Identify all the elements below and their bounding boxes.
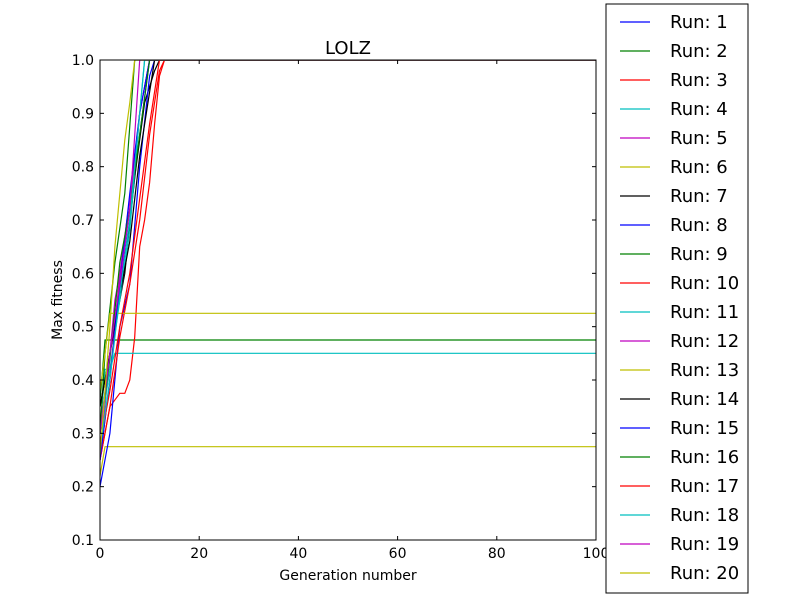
y-tick-label: 0.3 bbox=[72, 426, 94, 442]
legend-label-1: Run: 1 bbox=[670, 12, 728, 33]
legend-label-8: Run: 8 bbox=[670, 215, 728, 236]
x-tick-label: 0 bbox=[96, 546, 105, 562]
y-tick-label: 0.2 bbox=[72, 480, 94, 496]
series-line-5 bbox=[100, 60, 596, 461]
legend-label-14: Run: 14 bbox=[670, 389, 739, 410]
series-line-12 bbox=[100, 60, 596, 461]
legend-label-10: Run: 10 bbox=[670, 273, 739, 294]
legend-label-6: Run: 6 bbox=[670, 157, 728, 178]
series-line-19 bbox=[100, 60, 596, 434]
plot-frame bbox=[99, 59, 597, 541]
x-axis-label: Generation number bbox=[279, 568, 416, 584]
x-tick-label: 40 bbox=[289, 546, 307, 562]
legend-label-11: Run: 11 bbox=[670, 302, 739, 323]
y-tick-label: 0.7 bbox=[72, 213, 94, 229]
legend-label-15: Run: 15 bbox=[670, 418, 739, 439]
legend-label-2: Run: 2 bbox=[670, 41, 728, 62]
series-line-3 bbox=[100, 60, 596, 461]
series-line-15 bbox=[100, 60, 596, 461]
series-line-6 bbox=[100, 446, 596, 477]
y-tick-label: 0.5 bbox=[72, 320, 94, 336]
series-line-10 bbox=[100, 60, 596, 461]
x-tick-label: 100 bbox=[583, 546, 610, 562]
legend-label-7: Run: 7 bbox=[670, 186, 728, 207]
legend-label-13: Run: 13 bbox=[670, 360, 739, 381]
y-tick-label: 0.6 bbox=[72, 266, 94, 282]
axis-ticks: 0 20 40 60 80 100 0.1 0.2 0.3 0.4 0.5 0.6 0.7 0.8 0.9 1… bbox=[72, 53, 610, 562]
series-line-4 bbox=[100, 352, 596, 434]
legend-label-4: Run: 4 bbox=[670, 99, 728, 120]
series-line-20 bbox=[100, 60, 596, 455]
chart-title: LOLZ bbox=[325, 38, 371, 59]
legend-label-17: Run: 17 bbox=[670, 476, 739, 497]
series-line-18 bbox=[100, 60, 596, 450]
series-line-9 bbox=[100, 60, 596, 434]
y-axis-label: Max fitness bbox=[50, 260, 66, 340]
series-line-16 bbox=[100, 60, 596, 434]
series-line-7 bbox=[100, 60, 596, 407]
legend-label-16: Run: 16 bbox=[670, 447, 739, 468]
y-tick-label: 1.0 bbox=[72, 53, 94, 69]
x-tick-label: 80 bbox=[488, 546, 506, 562]
x-tick-label: 60 bbox=[389, 546, 407, 562]
series-line-1 bbox=[100, 60, 596, 434]
y-tick-label: 0.9 bbox=[72, 106, 94, 122]
series-line-13 bbox=[100, 312, 596, 391]
legend-box bbox=[605, 3, 749, 594]
legend: Run: 1 Run: 2 Run: 3 Run: 4 Run: 5 Run: 6 Run:… bbox=[605, 3, 749, 594]
series-line-8 bbox=[100, 60, 596, 487]
legend-label-9: Run: 9 bbox=[670, 244, 728, 265]
legend-label-18: Run: 18 bbox=[670, 505, 739, 526]
series-line-14 bbox=[100, 60, 596, 407]
y-tick-label: 0.4 bbox=[72, 373, 94, 389]
y-tick-label: 0.1 bbox=[72, 533, 94, 549]
series-line-11 bbox=[100, 60, 596, 434]
plot-area bbox=[100, 60, 596, 487]
series-line-2 bbox=[100, 339, 596, 402]
x-tick-label: 20 bbox=[190, 546, 208, 562]
legend-label-12: Run: 12 bbox=[670, 331, 739, 352]
series-line-17 bbox=[100, 60, 596, 445]
y-tick-label: 0.8 bbox=[72, 160, 94, 176]
legend-label-20: Run: 20 bbox=[670, 563, 739, 584]
legend-label-3: Run: 3 bbox=[670, 70, 728, 91]
legend-label-19: Run: 19 bbox=[670, 534, 739, 555]
legend-label-5: Run: 5 bbox=[670, 128, 728, 149]
